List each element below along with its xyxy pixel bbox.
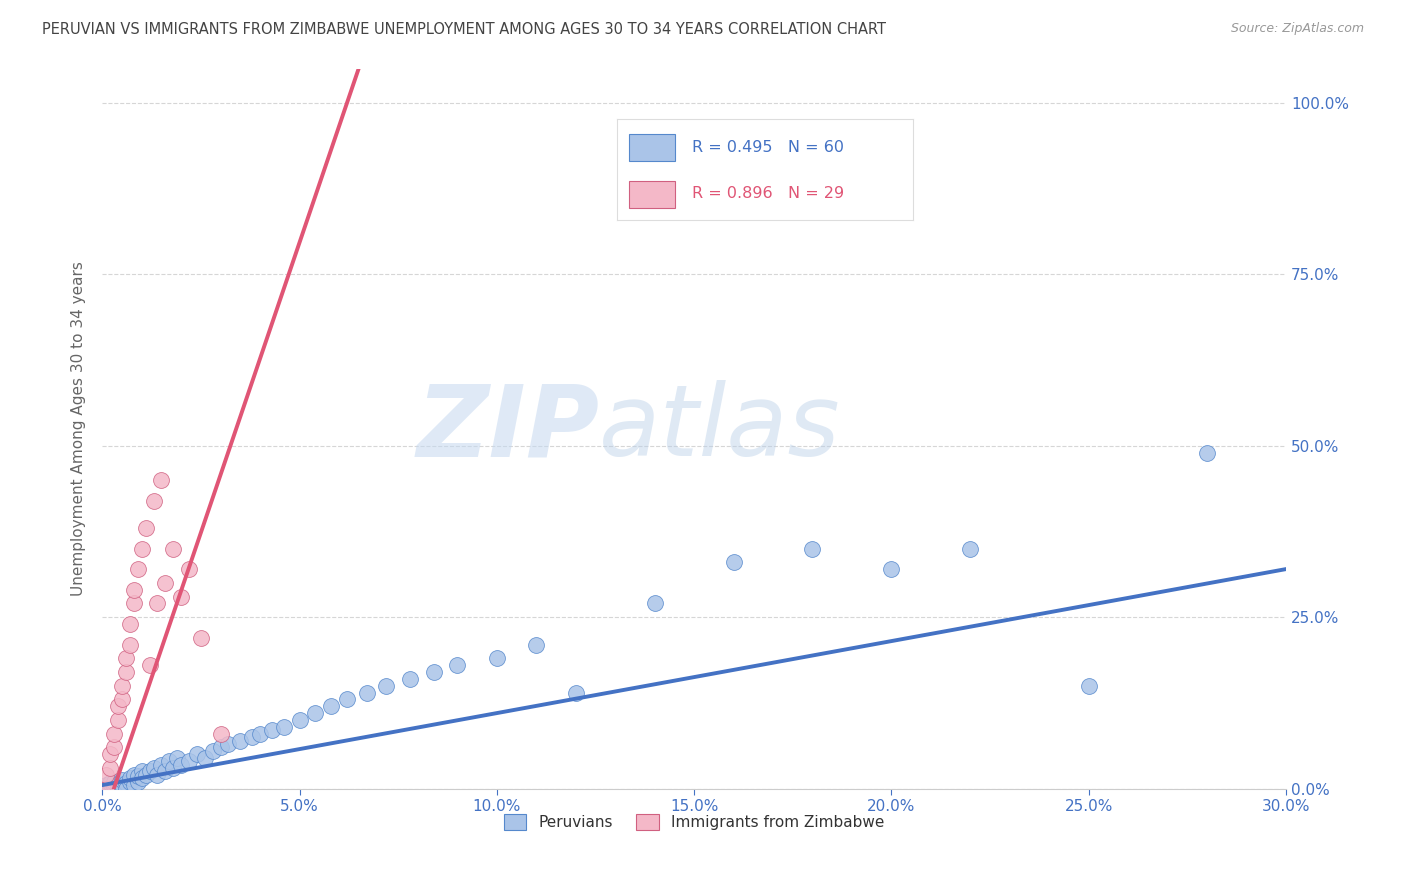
Point [201, 744, 224, 758]
Point [422, 665, 444, 679]
Point [146, 768, 169, 782]
Point [146, 596, 169, 610]
Point [122, 596, 145, 610]
Point [138, 764, 160, 779]
Point [190, 631, 212, 645]
Point [209, 726, 232, 740]
Point [155, 764, 177, 779]
Point [96, 781, 118, 796]
Point [155, 575, 177, 590]
Point [166, 750, 188, 764]
Point [115, 776, 138, 790]
Point [103, 780, 125, 794]
Point [399, 672, 422, 686]
Point [229, 733, 252, 747]
Point [107, 699, 129, 714]
Point [118, 616, 141, 631]
Point [288, 713, 311, 727]
Point [150, 757, 173, 772]
Point [138, 658, 160, 673]
Point [485, 651, 508, 665]
Point [249, 726, 271, 740]
Point [122, 768, 145, 782]
Point [142, 493, 165, 508]
Point [103, 774, 125, 789]
Text: PERUVIAN VS IMMIGRANTS FROM ZIMBABWE UNEMPLOYMENT AMONG AGES 30 TO 34 YEARS CORR: PERUVIAN VS IMMIGRANTS FROM ZIMBABWE UNE… [42, 22, 886, 37]
Point [218, 737, 240, 751]
Point [564, 685, 586, 699]
Point [107, 777, 129, 791]
Point [122, 582, 145, 597]
Point [103, 726, 125, 740]
Point [336, 692, 359, 706]
Point [98, 776, 121, 790]
Point [118, 771, 141, 785]
Point [959, 541, 981, 556]
Point [98, 781, 121, 796]
Point [162, 541, 184, 556]
Point [96, 778, 118, 792]
Text: Source: ZipAtlas.com: Source: ZipAtlas.com [1230, 22, 1364, 36]
Point [273, 720, 295, 734]
Point [118, 638, 141, 652]
Point [446, 658, 468, 673]
Point [131, 541, 153, 556]
Point [186, 747, 208, 762]
Point [111, 692, 134, 706]
Point [115, 781, 138, 796]
Point [96, 768, 118, 782]
Point [319, 699, 342, 714]
Point [644, 596, 666, 610]
Point [111, 778, 134, 792]
Point [107, 781, 129, 796]
Point [150, 473, 173, 487]
Point [98, 761, 121, 775]
Point [304, 706, 326, 720]
Point [356, 685, 378, 699]
Point [1077, 679, 1099, 693]
Point [260, 723, 283, 738]
Point [127, 562, 149, 576]
Point [880, 562, 903, 576]
Point [723, 555, 745, 569]
Point [177, 754, 200, 768]
Point [194, 750, 217, 764]
Text: atlas: atlas [599, 380, 841, 477]
Point [135, 768, 157, 782]
Point [98, 747, 121, 762]
Point [375, 679, 398, 693]
Point [170, 757, 193, 772]
Point [111, 679, 134, 693]
Point [135, 521, 157, 535]
Point [801, 541, 824, 556]
Point [1195, 445, 1218, 459]
Point [209, 740, 232, 755]
Point [122, 778, 145, 792]
Y-axis label: Unemployment Among Ages 30 to 34 years: Unemployment Among Ages 30 to 34 years [72, 261, 86, 596]
Point [111, 773, 134, 788]
Point [131, 764, 153, 779]
Point [118, 774, 141, 789]
Point [127, 769, 149, 783]
Point [177, 562, 200, 576]
Point [127, 774, 149, 789]
Point [240, 730, 263, 744]
Point [115, 665, 138, 679]
Point [142, 761, 165, 775]
Point [524, 638, 547, 652]
Point [96, 781, 118, 796]
Point [162, 761, 184, 775]
Text: ZIP: ZIP [416, 380, 599, 477]
Point [170, 590, 193, 604]
Point [131, 771, 153, 785]
Legend: Peruvians, Immigrants from Zimbabwe: Peruvians, Immigrants from Zimbabwe [499, 810, 889, 835]
Point [107, 713, 129, 727]
Point [115, 651, 138, 665]
Point [157, 754, 180, 768]
Point [103, 740, 125, 755]
